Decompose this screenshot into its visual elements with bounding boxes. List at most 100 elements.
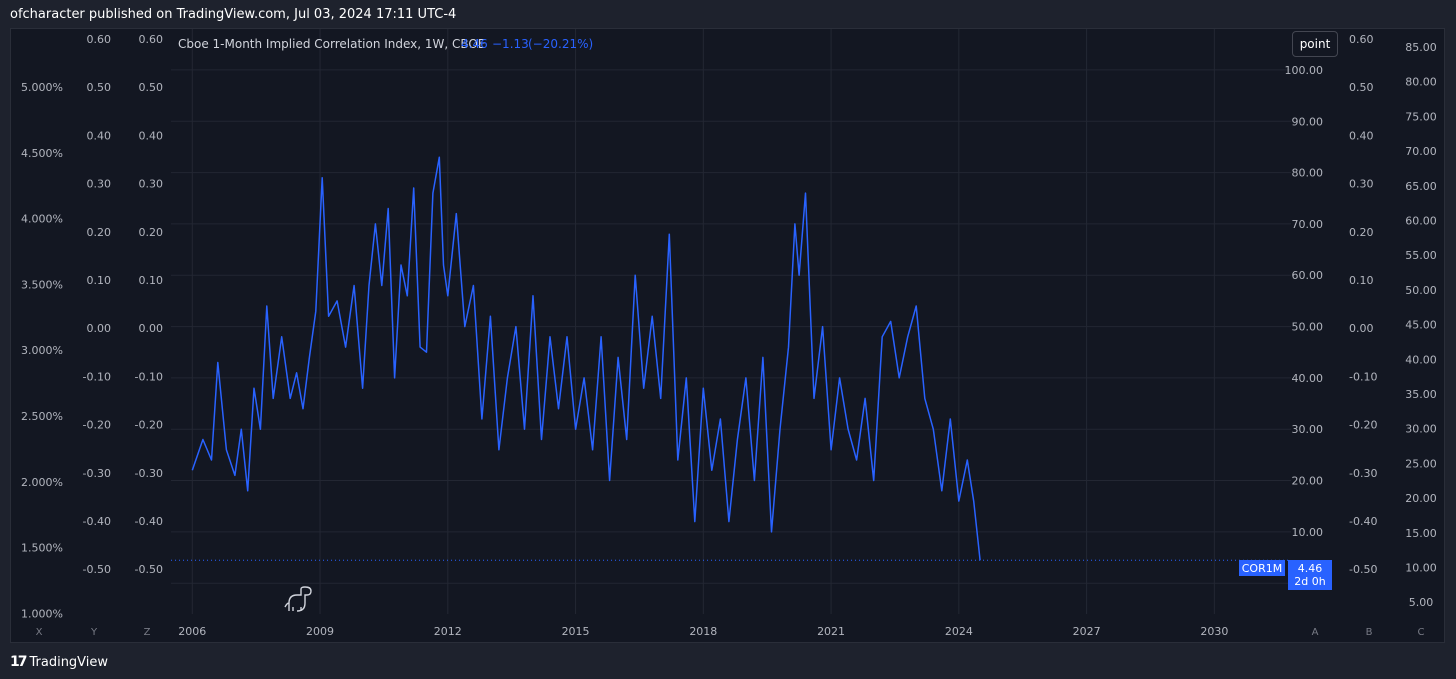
chart-svg[interactable]: 2006 2009 2012 2015 2018 2021 2024 2027 2030 0.00… [11,29,1444,642]
x-tick-label: 2027 [1073,625,1101,638]
axis-x-tick: -0.20 [83,419,111,432]
axis-a-tick: -0.20 [1349,419,1377,432]
axis-y-button[interactable]: Y [90,627,98,638]
axis-b-tick: 55.00 [1405,249,1437,262]
axis-letter-buttons: X Y Z A B C [36,627,1425,638]
axis-z-tick: 3.000% [21,344,63,357]
symbol-price-label: COR1M 4.46 2d 0h [1239,560,1332,590]
axis-x-tick: 0.10 [87,274,112,287]
tradingview-brand[interactable]: 17 TradingView [10,654,108,670]
y-tick-label: 100.00 [1285,64,1324,77]
publish-header: ofcharacter published on TradingView.com… [0,0,1456,28]
axis-a-tick: 0.30 [1349,178,1374,191]
axis-y-tick: -0.50 [135,563,163,576]
axes: 2006 2009 2012 2015 2018 2021 2024 2027 2030 0.00… [21,33,1437,638]
x-tick-label: 2024 [945,625,973,638]
axis-b-tick: 35.00 [1405,388,1437,401]
x-tick-label: 2015 [562,625,590,638]
axis-a-tick: 0.00 [1349,322,1374,335]
axis-z-tick: 5.000% [21,81,63,94]
axis-b-tick: 60.00 [1405,215,1437,228]
axis-y-tick: 0.20 [139,226,164,239]
axis-a-tick: 0.60 [1349,33,1374,46]
axis-b-tick: 10.00 [1405,562,1437,575]
grid [171,29,1291,614]
axis-y-tick: 0.00 [139,322,164,335]
axis-z-tick: 4.500% [21,147,63,160]
axis-c-button[interactable]: C [1418,627,1425,638]
axis-b-tick: 25.00 [1405,457,1437,470]
axis-x-tick: -0.40 [83,515,111,528]
axis-b-tick: 20.00 [1405,492,1437,505]
axis-b-tick: 75.00 [1405,110,1437,123]
axis-b-button[interactable]: B [1366,627,1373,638]
y-tick-label: 70.00 [1292,218,1324,231]
axis-z-tick: 2.000% [21,476,63,489]
axis-z-button[interactable]: Z [144,627,151,638]
axis-x-tick: -0.10 [83,370,111,383]
axis-b-tick: 70.00 [1405,145,1437,158]
axis-x-tick: 0.30 [87,178,112,191]
axis-z-tick: 4.000% [21,213,63,226]
axis-b-tick: 85.00 [1405,41,1437,54]
y-tick-label: 20.00 [1292,475,1324,488]
axis-b-tick: 80.00 [1405,76,1437,89]
symbol-tag-bg [1239,560,1285,576]
axis-x-tick: 0.00 [87,322,112,335]
x-tick-label: 2030 [1200,625,1228,638]
price-tag-value: 4.46 [1298,562,1323,575]
publish-line: ofcharacter published on TradingView.com… [10,7,457,22]
y-tick-label: 80.00 [1292,167,1324,180]
axis-b-tick: 50.00 [1405,284,1437,297]
axis-y-tick: -0.10 [135,370,163,383]
axis-a-tick: -0.50 [1349,563,1377,576]
axis-a-button[interactable]: A [1312,627,1319,638]
axis-a-tick: 0.10 [1349,274,1374,287]
axis-b-tick: 40.00 [1405,353,1437,366]
symbol-tag: COR1M [1242,562,1282,575]
axis-b-tick: 15.00 [1405,527,1437,540]
axis-x-tick: 0.40 [87,129,112,142]
axis-x-button[interactable]: X [36,627,43,638]
axis-a-tick: 0.50 [1349,81,1374,94]
chart-container[interactable]: 2006 2009 2012 2015 2018 2021 2024 2027 2030 0.00… [10,28,1445,643]
axis-y-tick: 0.40 [139,129,164,142]
x-tick-label: 2012 [434,625,462,638]
axis-a-tick: 0.20 [1349,226,1374,239]
y-tick-label: 50.00 [1292,321,1324,334]
axis-b-tick: 5.00 [1409,596,1434,609]
x-tick-label: 2009 [306,625,334,638]
axis-a-tick: -0.10 [1349,370,1377,383]
legend: Cboe 1-Month Implied Correlation Index, … [178,37,593,51]
axis-y-tick: 0.60 [139,33,164,46]
x-tick-label: 2018 [689,625,717,638]
axis-x-tick: 0.60 [87,33,112,46]
y-tick-label: 90.00 [1292,115,1324,128]
y-tick-label: 30.00 [1292,423,1324,436]
axis-b-tick: 30.00 [1405,423,1437,436]
axis-y-tick: 0.10 [139,274,164,287]
axis-z-tick: 2.500% [21,410,63,423]
axis-y-tick: -0.30 [135,467,163,480]
axis-y-tick: 0.50 [139,81,164,94]
x-tick-label: 2006 [178,625,206,638]
axis-z-tick: 1.500% [21,542,63,555]
y-tick-label: 60.00 [1292,269,1324,282]
price-tag-bg [1288,560,1332,590]
x-tick-label: 2021 [817,625,845,638]
axis-y-tick: -0.40 [135,515,163,528]
axis-y-tick: -0.20 [135,419,163,432]
series-line-cor1m [191,156,981,561]
axis-b-tick: 65.00 [1405,180,1437,193]
legend-change-pct: (−20.21%) [528,37,593,51]
axis-a-tick: -0.30 [1349,467,1377,480]
brand-label: TradingView [29,654,109,670]
tradingview-logo-icon: 17 [10,654,28,670]
axis-a-tick: -0.40 [1349,515,1377,528]
point-button[interactable]: point [1292,31,1338,57]
axis-z-tick: 3.500% [21,278,63,291]
legend-change: −1.13 [492,37,529,51]
dino-icon[interactable] [284,586,312,612]
axis-a-tick: 0.40 [1349,129,1374,142]
axis-z-tick: 1.000% [21,607,63,620]
